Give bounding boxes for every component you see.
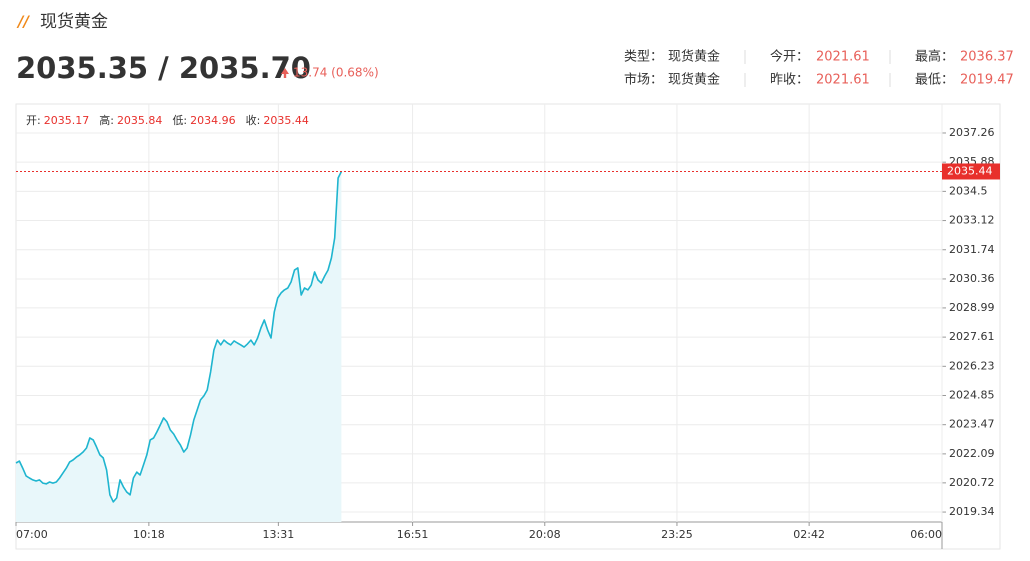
ohlc-value: 2035.44 <box>263 114 309 127</box>
price-line <box>15 171 343 503</box>
info-value: 2019.47 <box>960 73 1014 88</box>
title-icon: // <box>16 13 30 31</box>
x-tick-label: 10:18 <box>133 528 165 541</box>
y-tick-label: 2030.36 <box>949 272 995 285</box>
ohlc-value: 2034.96 <box>190 114 236 127</box>
info-label: 最高： <box>915 49 954 65</box>
y-tick-label: 2019.34 <box>949 505 995 518</box>
ohlc-label: 收: <box>246 113 261 127</box>
info-value: 2021.61 <box>816 73 870 88</box>
ohlc-value: 2035.17 <box>44 114 90 127</box>
up-arrow <box>281 68 289 78</box>
info-label: 今开： <box>770 49 809 65</box>
ohlc-label: 开: <box>26 114 41 127</box>
info-value: 2021.61 <box>816 50 870 65</box>
x-tick-label: 20:08 <box>529 528 561 541</box>
y-tick-label: 2031.74 <box>949 243 995 256</box>
x-tick-label: 16:51 <box>397 528 429 541</box>
ohlc-label: 低: <box>172 114 187 127</box>
x-tick-label: 06:00 <box>910 528 942 541</box>
x-tick-label: 07:00 <box>16 528 48 541</box>
y-tick-label: 2033.12 <box>949 214 995 227</box>
ohlc-value: 2035.84 <box>117 114 163 127</box>
info-label: 类型： <box>624 50 663 65</box>
info-label: 最低： <box>915 73 954 88</box>
x-tick-label: 23:25 <box>661 528 693 541</box>
x-tick-label: 02:42 <box>793 528 825 541</box>
price: 2035.35 / 2035.70 <box>16 51 311 85</box>
y-tick-label: 2034.5 <box>949 184 988 197</box>
ohlc-label: 高: <box>99 113 114 127</box>
y-tick-label: 2020.72 <box>949 476 995 489</box>
chart-frame <box>15 103 1001 550</box>
y-tick-label: 2026.23 <box>949 359 995 372</box>
info-label: 昨收： <box>770 73 809 88</box>
info-label: 市场： <box>624 72 663 88</box>
last-price-box <box>942 163 1000 180</box>
info-value: 现货黄金 <box>668 49 720 65</box>
change: 13.74 (0.68%) <box>293 66 379 80</box>
x-tick-label: 13:31 <box>263 528 295 541</box>
y-tick-label: 2027.61 <box>949 330 995 343</box>
last-price-label: 2035.44 <box>947 164 993 177</box>
y-tick-label: 2037.26 <box>949 126 995 139</box>
y-tick-label: 2024.85 <box>949 389 995 402</box>
y-tick-label: 2022.09 <box>949 447 995 460</box>
area-fill <box>16 171 342 522</box>
y-tick-label: 2028.99 <box>949 301 995 314</box>
info-value: 2036.37 <box>960 50 1014 65</box>
title: 现货黄金 <box>40 12 108 32</box>
info-value: 现货黄金 <box>668 72 720 88</box>
y-tick-label: 2023.47 <box>949 418 995 431</box>
